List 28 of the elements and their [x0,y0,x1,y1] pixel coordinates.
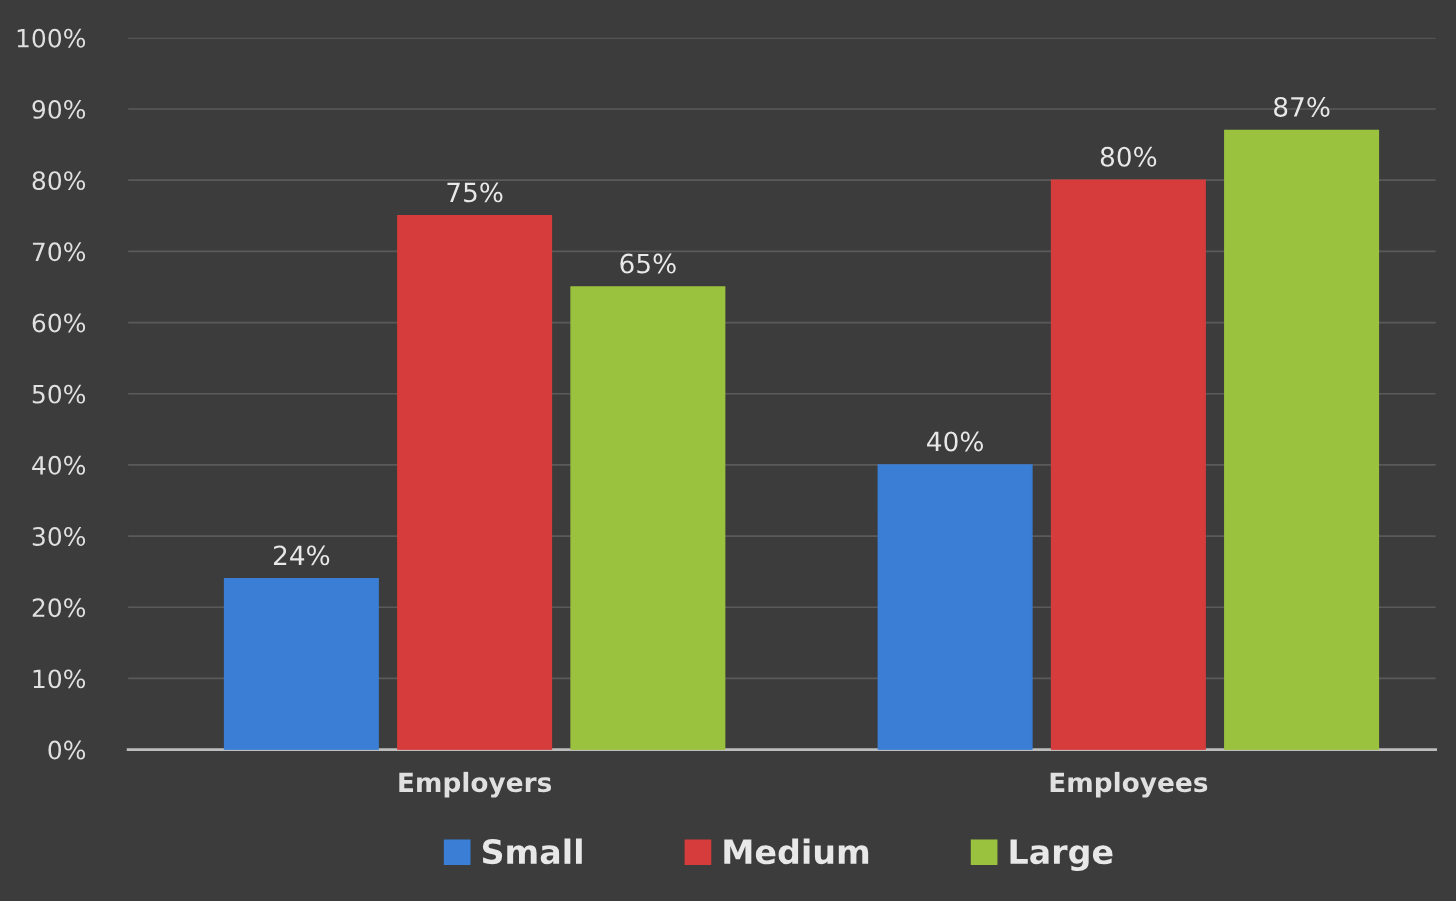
data-label: 40% [927,431,983,452]
x-tick-label: Employees [1050,771,1208,798]
y-tick-label: 0% [48,740,86,760]
legend-label: Large [1010,839,1113,871]
y-tick-label: 20% [32,598,86,618]
bar [1224,129,1380,750]
y-tick-label: 30% [32,527,86,546]
data-label: 87% [1274,96,1330,117]
bar [570,286,726,750]
data-label: 65% [620,253,676,274]
y-tick-label: 60% [32,313,86,333]
y-tick-label: 40% [32,455,86,475]
bar [1050,179,1206,750]
bar [877,464,1033,750]
y-tick-label: 10% [33,669,86,689]
data-label: 75% [447,182,503,203]
y-tick-label: 50% [32,384,86,404]
legend-label: Medium [724,838,869,865]
bar [223,578,379,750]
bar [397,215,553,750]
legend-label: Small [482,838,582,865]
x-tick-label: Employers [399,771,552,798]
data-label: 24% [273,545,330,566]
y-tick-label: 100% [17,28,86,48]
y-tick-label: 80% [32,171,86,191]
y-tick-label: 90% [32,99,86,119]
y-tick-label: 70% [32,242,86,262]
data-label: 80% [1100,146,1157,167]
